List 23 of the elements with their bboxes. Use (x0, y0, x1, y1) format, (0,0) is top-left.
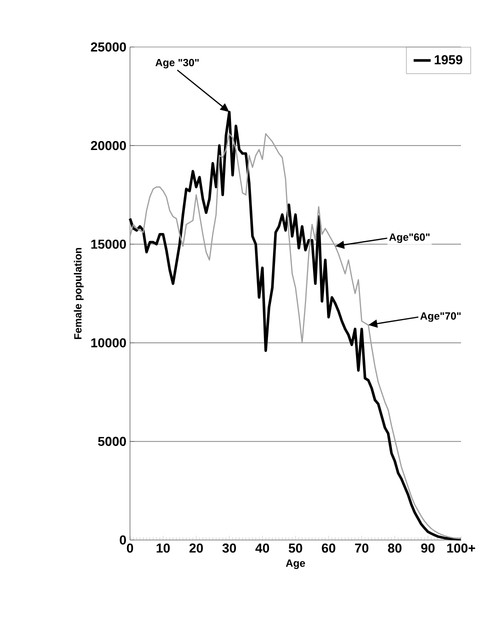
annotation: Age"60" (389, 233, 430, 243)
annotation: Age "30" (155, 58, 199, 68)
x-tick-label: 50 (288, 544, 302, 553)
y-tick-label: 15000 (91, 240, 126, 249)
y-tick-label: 0 (120, 535, 126, 545)
y-axis-title: Female population (74, 248, 84, 339)
x-tick-label: 30 (222, 544, 236, 553)
x-axis-title: Age (286, 560, 306, 569)
x-tick-label: 10 (156, 544, 170, 553)
x-tick-label: 60 (322, 544, 336, 553)
legend-label: 1959 (434, 55, 462, 64)
x-tick-label: 70 (355, 544, 368, 553)
y-tick-label: 10000 (91, 338, 126, 348)
x-tick-label: 0 (126, 544, 134, 553)
x-tick-label: 100+ (447, 544, 476, 553)
annotation: Age"70" (420, 312, 461, 322)
y-tick-label: 5000 (98, 436, 126, 446)
y-tick-label: 20000 (90, 141, 126, 150)
y-tick-label: 25000 (90, 42, 126, 52)
x-tick-label: 20 (189, 544, 203, 553)
x-tick-label: 40 (255, 544, 270, 553)
x-tick-label: 80 (388, 544, 402, 553)
x-tick-label: 90 (421, 544, 435, 553)
